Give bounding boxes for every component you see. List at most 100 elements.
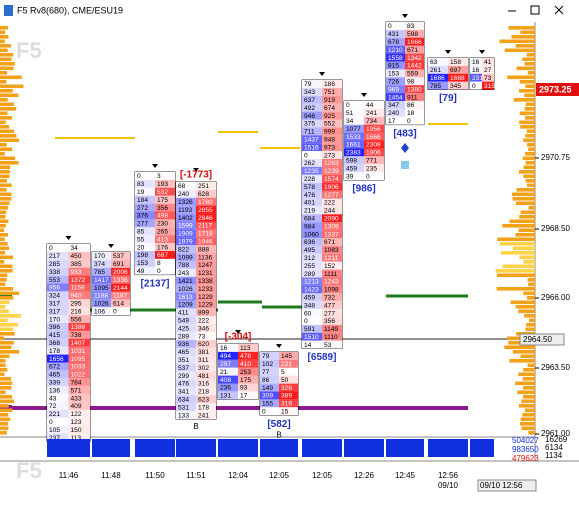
cell-value: 1239 (324, 168, 339, 175)
cell-value: 2117 (198, 223, 213, 230)
ask-cell (405, 85, 424, 94)
ask-cell (155, 243, 175, 251)
bid-cell (176, 221, 196, 230)
profile-bar (526, 129, 535, 134)
app-icon (4, 5, 13, 16)
cell-value: 1111 (324, 271, 338, 278)
profile-bar (518, 372, 535, 377)
profile-bar (523, 368, 535, 372)
bid-cell (176, 371, 196, 380)
cell-value: 136 (49, 387, 60, 394)
profile-bar (0, 111, 8, 116)
ask-cell (405, 101, 424, 109)
cell-value: 537 (178, 365, 189, 372)
time-label: 11:50 (145, 471, 165, 480)
cell-value: 222 (198, 318, 209, 325)
profile-bar (0, 314, 22, 318)
bid-cell (386, 116, 405, 125)
bid-cell (135, 258, 155, 267)
cell-value: 241 (198, 412, 209, 419)
bid-cell (47, 323, 69, 331)
cell-value: 413 (157, 236, 168, 243)
cell-value: 956 (49, 285, 60, 292)
cell-value: 691 (113, 261, 124, 268)
cell-value: 60 (304, 310, 312, 317)
volume-bar (302, 439, 342, 457)
bid-cell (386, 45, 405, 54)
profile-bar (517, 390, 535, 395)
cell-value: 556 (71, 316, 82, 323)
bid-cell (92, 291, 111, 300)
cell-value: 170 (49, 316, 60, 323)
cell-value: 2383 (346, 150, 361, 157)
bid-cell (135, 266, 155, 275)
ask-cell (405, 61, 424, 70)
bid-cell (302, 324, 322, 333)
profile-bar (0, 75, 22, 80)
bid-cell (302, 159, 322, 167)
cell-value: 315 (484, 83, 495, 90)
ask-cell (279, 352, 298, 360)
ask-cell (238, 391, 258, 400)
bid-cell (344, 101, 364, 109)
profile-bar (502, 224, 535, 228)
ask-cell (405, 37, 424, 46)
profile-bar (507, 75, 535, 80)
profile-bar (0, 206, 8, 210)
cell-value: 946 (304, 113, 315, 120)
ask-cell (68, 338, 90, 347)
close-button[interactable] (554, 5, 564, 15)
time-label: 12:04 (228, 471, 249, 480)
cell-value: 1388 (71, 324, 86, 331)
cell-value: 374 (94, 261, 105, 268)
ask-cell (279, 391, 298, 400)
profile-bar (523, 165, 535, 170)
maximize-button[interactable] (530, 5, 540, 15)
cell-value: 106 (94, 309, 105, 316)
bid-cell (92, 307, 111, 316)
profile-bar (0, 354, 10, 359)
ask-cell (196, 205, 216, 214)
cell-value: 375 (304, 121, 315, 128)
cell-value: 984 (304, 223, 315, 230)
bid-cell (47, 394, 69, 402)
cell-value: 1110 (324, 334, 338, 341)
ask-cell (68, 307, 90, 316)
bid-cell (176, 387, 196, 396)
bid-cell (47, 275, 69, 284)
profile-bar (0, 156, 16, 161)
bar-marker (65, 236, 72, 240)
cell-value: 0 (304, 152, 308, 159)
profile-bar (525, 134, 535, 138)
cell-value: 1193 (178, 207, 193, 214)
profile-bar (496, 273, 535, 278)
profile-bar (512, 246, 535, 251)
bid-cell (386, 69, 405, 78)
cell-value: 2308 (366, 142, 381, 149)
cell-value: 265 (157, 229, 168, 236)
title-bar (0, 0, 579, 22)
cell-value: 822 (178, 246, 189, 253)
volume-bar (92, 439, 130, 457)
bid-cell (135, 235, 155, 244)
bid-cell (302, 111, 322, 120)
cell-value: 1558 (388, 55, 403, 62)
cell-value: 674 (324, 105, 335, 112)
time-label: 12:26 (354, 471, 375, 480)
profile-bar (522, 395, 535, 399)
ask-cell (196, 332, 216, 340)
ask-cell (364, 164, 384, 173)
ask-cell (68, 394, 90, 402)
ask-cell (155, 235, 175, 244)
ask-cell (322, 261, 342, 270)
ask-cell (364, 124, 384, 133)
cell-value: 347 (388, 102, 399, 109)
cell-value: 123 (71, 419, 82, 426)
profile-bar (525, 116, 535, 120)
profile-bar (515, 201, 535, 206)
cell-value: 83 (137, 181, 145, 188)
profile-bar (508, 26, 535, 30)
ask-cell (196, 268, 216, 277)
ask-cell (322, 238, 342, 246)
profile-bar (0, 408, 13, 413)
